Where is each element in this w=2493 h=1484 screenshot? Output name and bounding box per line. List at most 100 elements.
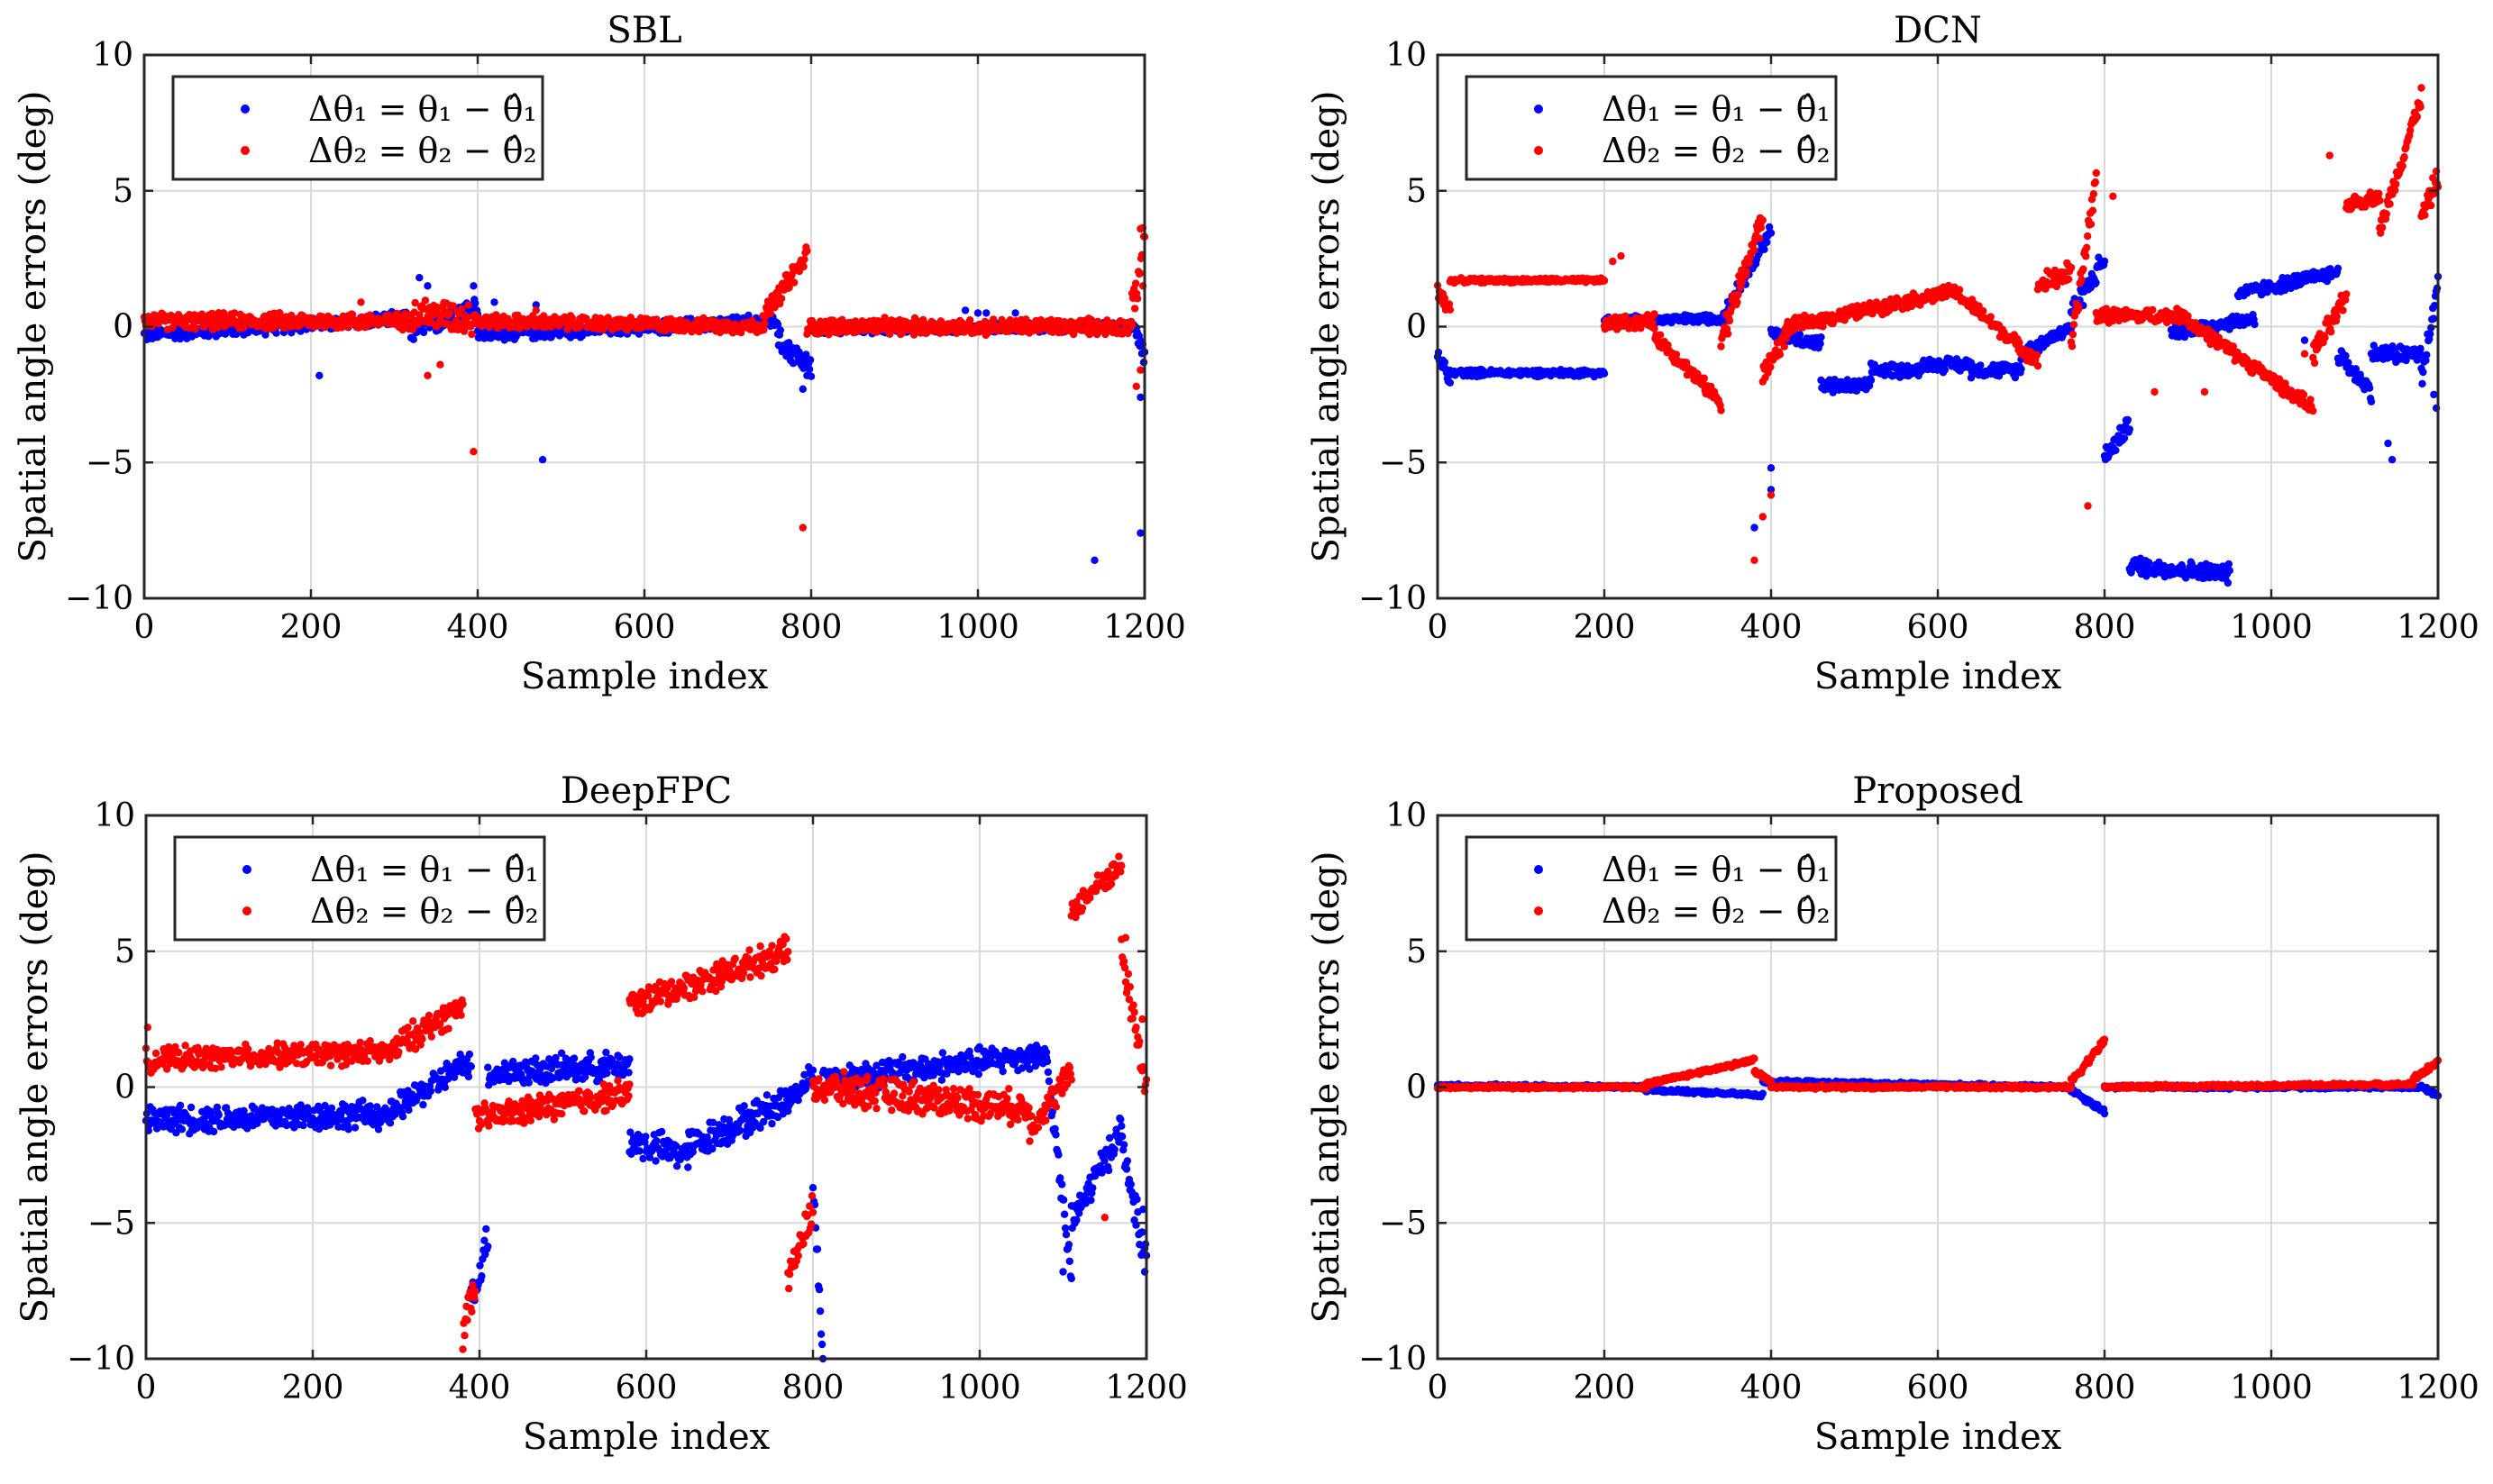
data-point: [1446, 378, 1455, 387]
x-tick-label: 400: [447, 609, 509, 646]
data-point: [2084, 232, 2092, 241]
data-point: [803, 371, 811, 379]
data-point: [1780, 342, 1788, 351]
x-tick-label: 1200: [1103, 609, 1186, 646]
y-tick-label: 0: [113, 309, 133, 346]
data-point: [1742, 267, 1751, 276]
data-point: [424, 371, 432, 379]
data-point: [2065, 275, 2073, 284]
data-point: [2427, 201, 2435, 210]
chart-title: SBL: [607, 10, 681, 51]
data-point: [1955, 286, 1964, 294]
data-point: [2430, 390, 2438, 399]
data-point: [2419, 368, 2427, 377]
data-point: [1137, 393, 1145, 402]
data-point: [2429, 314, 2438, 323]
data-point: [790, 278, 799, 287]
x-tick-label: 200: [280, 609, 342, 646]
y-tick-label: 10: [92, 37, 133, 74]
x-tick-label: 0: [134, 609, 155, 646]
data-point: [1700, 374, 1709, 382]
data-point: [2421, 211, 2429, 219]
data-point: [2125, 425, 2133, 433]
data-point: [2365, 384, 2374, 392]
data-point: [1776, 351, 1785, 359]
data-point: [409, 335, 417, 343]
data-point: [2075, 304, 2083, 313]
data-point: [2100, 257, 2109, 266]
data-point: [795, 348, 803, 357]
data-point: [1137, 529, 1145, 537]
data-point: [1128, 321, 1137, 330]
data-point: [2033, 361, 2042, 370]
data-point: [1609, 257, 1617, 266]
data-point: [445, 309, 454, 317]
data-point: [1767, 229, 1776, 237]
y-tick-label: −5: [86, 444, 133, 481]
series-2: [140, 223, 1149, 532]
data-point: [2092, 168, 2100, 178]
data-point: [348, 310, 357, 319]
data-point: [436, 360, 444, 369]
data-point: [2068, 342, 2077, 351]
legend-marker-2: [241, 146, 250, 155]
data-point: [2225, 567, 2233, 575]
data-point: [1091, 556, 1099, 564]
data-point: [460, 327, 469, 335]
data-point: [1725, 316, 1734, 325]
data-point: [2339, 306, 2347, 314]
data-point: [1941, 366, 1949, 374]
legend-label-2: Δθ₂ = θ₂ − θ̂₂: [308, 131, 537, 170]
data-point: [2392, 180, 2400, 188]
data-point: [2120, 434, 2129, 442]
y-axis-label: Spatial angle errors (deg): [13, 91, 54, 563]
data-point: [2300, 336, 2309, 344]
data-point: [1600, 277, 1609, 285]
data-point: [966, 316, 974, 324]
y-tick-label: 5: [113, 173, 133, 210]
data-point: [1440, 358, 1449, 367]
data-point: [1446, 305, 1455, 314]
data-point: [1986, 313, 1995, 321]
data-point: [2416, 344, 2425, 353]
data-point: [1617, 251, 1625, 260]
data-point: [2017, 365, 2025, 373]
data-point: [2333, 313, 2341, 321]
data-point: [799, 385, 807, 393]
data-point: [2416, 103, 2425, 111]
data-point: [760, 326, 768, 334]
data-point: [2145, 559, 2153, 567]
data-point: [1650, 310, 1658, 318]
data-point: [2321, 333, 2329, 341]
x-tick-label: 800: [781, 609, 843, 646]
data-point: [2069, 321, 2078, 329]
data-point: [470, 448, 478, 456]
data-point: [1733, 298, 1741, 306]
data-point: [2309, 406, 2317, 415]
data-point: [1600, 369, 1609, 378]
legend-marker-1: [241, 105, 250, 114]
data-point: [2342, 351, 2350, 360]
data-point: [2375, 189, 2383, 198]
data-point: [1738, 278, 1747, 286]
data-point: [490, 298, 498, 306]
y-tick-label: −10: [65, 580, 133, 617]
data-point: [1795, 331, 1804, 339]
data-point: [2388, 456, 2397, 464]
data-point: [2299, 390, 2308, 399]
data-point: [1817, 333, 1825, 341]
data-point: [789, 360, 798, 368]
data-point: [315, 371, 324, 379]
data-point: [1758, 216, 1767, 224]
data-point: [2333, 264, 2342, 272]
data-point: [2068, 330, 2078, 339]
data-point: [2398, 162, 2406, 170]
data-point: [1755, 234, 1764, 242]
data-point: [2400, 153, 2408, 161]
data-point: [424, 282, 432, 290]
data-point: [961, 306, 970, 314]
data-point: [1763, 238, 1771, 247]
data-point: [2418, 379, 2426, 388]
legend-label-1: Δθ₁ = θ₁ − θ̂₁: [308, 89, 537, 129]
data-point: [2251, 320, 2259, 329]
